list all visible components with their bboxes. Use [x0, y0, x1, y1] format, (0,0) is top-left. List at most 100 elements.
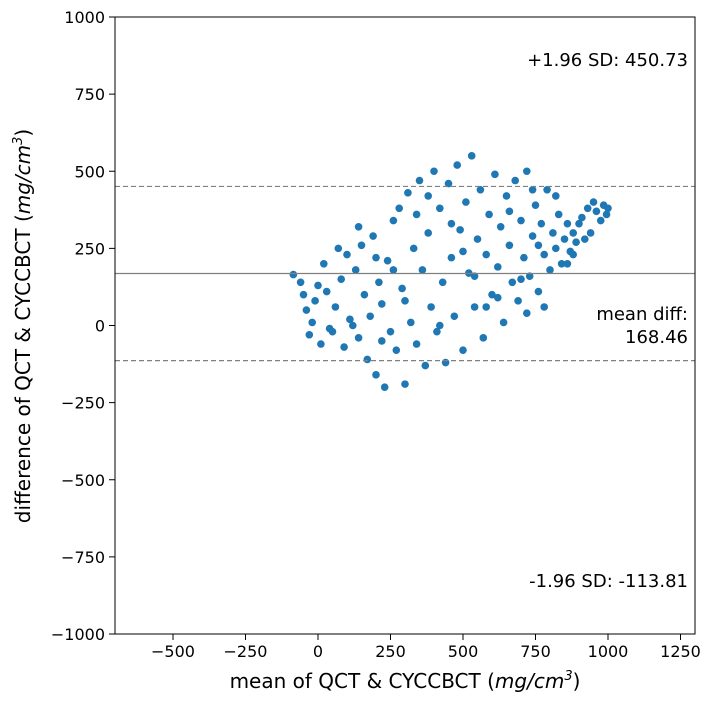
data-point: [589, 198, 598, 206]
data-point: [602, 210, 611, 219]
data-point: [523, 167, 531, 176]
data-point: [569, 250, 577, 259]
data-point: [537, 219, 546, 228]
data-point: [436, 204, 444, 213]
y-tick-label: −250: [61, 394, 105, 413]
data-point: [517, 216, 525, 225]
data-point: [450, 312, 459, 321]
data-point: [514, 297, 522, 305]
data-point: [389, 266, 398, 274]
data-point: [427, 303, 435, 311]
data-point: [401, 380, 409, 388]
data-point: [331, 303, 340, 311]
lower-loa-annotation: -1.96 SD: -113.81: [529, 571, 688, 592]
data-point: [412, 340, 421, 348]
data-point: [496, 222, 505, 231]
data-point: [360, 290, 369, 299]
x-tick-label: −500: [151, 642, 195, 661]
y-tick-label: −750: [61, 548, 105, 567]
y-axis-label-sup: 3: [11, 137, 26, 145]
y-tick-label: 250: [74, 239, 105, 258]
data-point: [337, 275, 346, 284]
data-point: [351, 266, 360, 274]
data-point: [383, 256, 392, 265]
data-point: [543, 185, 551, 194]
data-point: [453, 161, 462, 169]
data-point: [392, 346, 401, 354]
data-point: [563, 219, 572, 228]
data-point: [540, 303, 548, 311]
data-point: [581, 235, 589, 243]
data-point: [491, 170, 499, 179]
data-point: [596, 216, 605, 225]
data-point: [563, 260, 572, 268]
data-point: [409, 244, 418, 253]
y-tick-label: 750: [74, 85, 105, 104]
x-tick-label: 500: [448, 642, 479, 661]
data-point: [525, 272, 534, 280]
data-point: [467, 152, 476, 160]
data-point: [389, 216, 398, 225]
mean-diff-annotation-line1: mean diff:: [596, 304, 688, 325]
data-point: [322, 287, 331, 296]
data-point: [378, 300, 386, 308]
data-point: [528, 185, 537, 194]
x-tick-label: −250: [224, 642, 268, 661]
data-point: [456, 226, 464, 234]
data-point: [369, 232, 377, 240]
data-point: [470, 303, 479, 311]
y-tick-label: 1000: [64, 8, 105, 27]
y-tick-label: −500: [61, 471, 105, 490]
data-point: [508, 278, 517, 287]
data-point: [540, 250, 548, 259]
y-axis-label: difference of QCT & CYCCBCT (mg/cm3): [11, 129, 35, 524]
data-point: [586, 229, 595, 237]
data-point: [494, 263, 502, 271]
data-point: [531, 201, 540, 209]
x-tick-label: 1000: [588, 642, 629, 661]
data-point: [308, 318, 317, 327]
y-tick-label: 0: [95, 317, 105, 336]
data-point: [552, 192, 560, 200]
data-point: [479, 334, 488, 342]
data-point: [354, 334, 363, 342]
data-point: [578, 213, 586, 222]
data-point: [520, 253, 528, 262]
data-point: [407, 318, 415, 327]
data-point: [447, 253, 456, 262]
data-point: [289, 270, 298, 279]
data-point: [511, 176, 519, 185]
data-point: [444, 179, 453, 188]
data-point: [517, 275, 525, 284]
data-point: [354, 222, 363, 231]
data-point: [340, 343, 348, 351]
data-point: [534, 287, 543, 296]
data-point: [528, 232, 537, 240]
data-point: [592, 207, 601, 216]
data-point: [424, 192, 433, 200]
data-point: [494, 293, 502, 302]
data-point: [462, 198, 470, 206]
data-point: [305, 330, 314, 339]
x-tick-label: 750: [520, 642, 551, 661]
data-point: [398, 284, 406, 293]
data-point: [404, 189, 412, 197]
data-point: [476, 185, 485, 194]
data-point: [421, 361, 430, 370]
data-point: [299, 290, 308, 299]
data-point: [575, 219, 583, 228]
data-point: [424, 229, 433, 237]
data-point: [485, 210, 493, 219]
data-point: [554, 210, 563, 219]
x-axis-label-unit: mg/cm: [495, 669, 564, 693]
y-axis-ticks: −1000 −750 −500 −250 0 250 500 750 1000: [51, 8, 115, 644]
data-point: [470, 272, 479, 280]
data-point: [415, 176, 424, 185]
y-axis-label-close: ): [11, 129, 35, 137]
data-point: [320, 260, 328, 268]
data-point: [560, 235, 569, 243]
data-point: [447, 219, 456, 228]
data-point: [366, 312, 375, 321]
data-point: [441, 358, 450, 367]
